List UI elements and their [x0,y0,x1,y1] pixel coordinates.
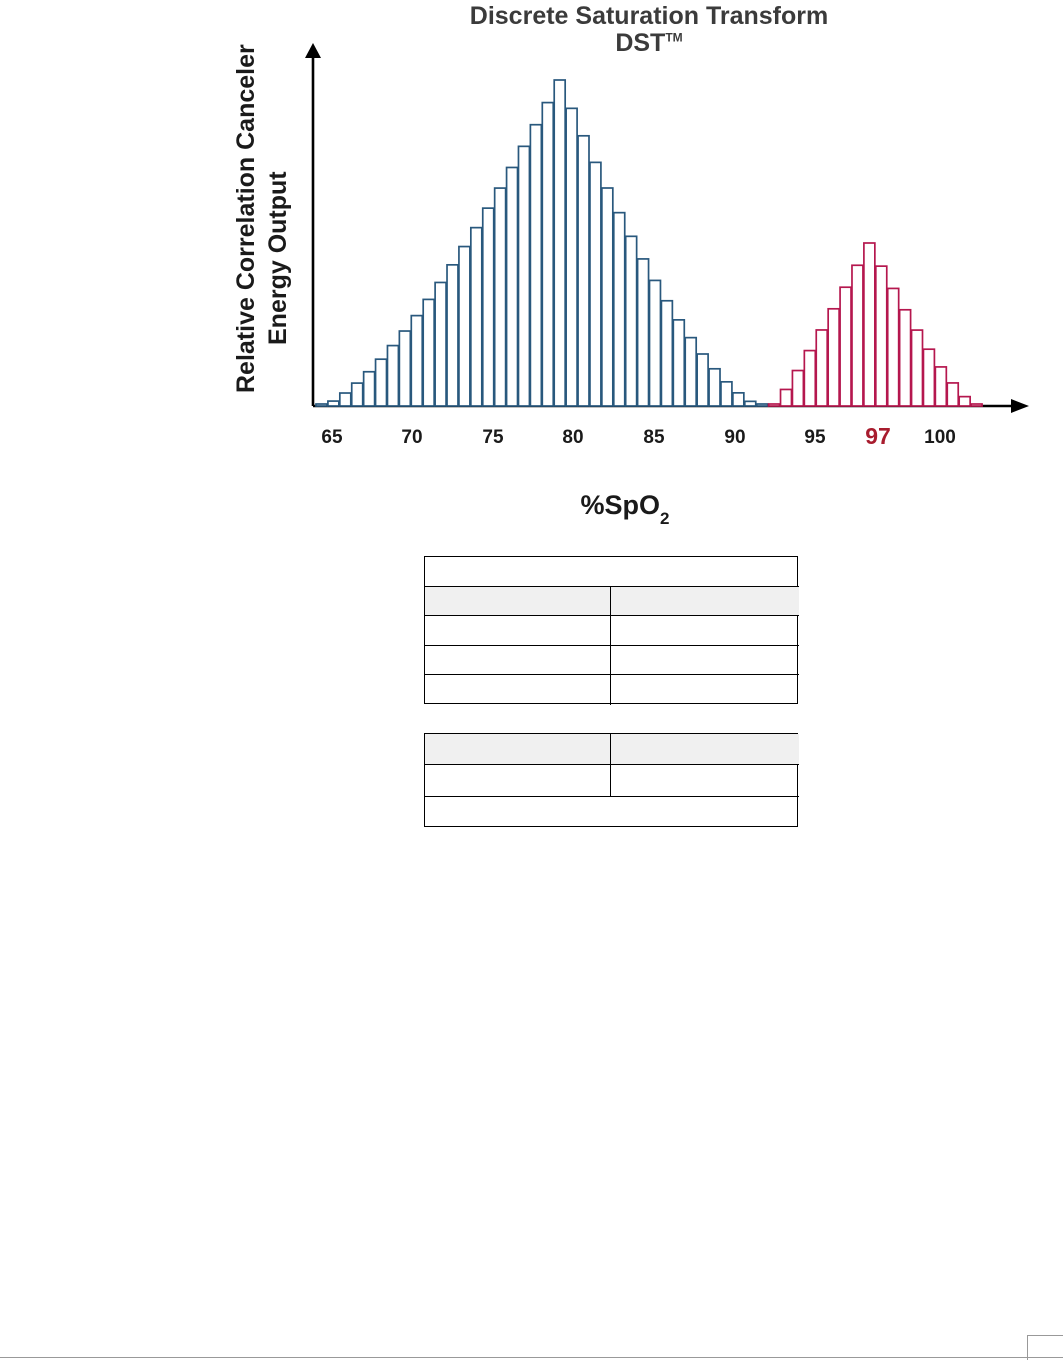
svg-text:85: 85 [643,427,665,448]
svg-text:75: 75 [482,427,504,448]
svg-text:65: 65 [321,427,343,448]
svg-text:80: 80 [562,427,583,448]
svg-text:95: 95 [804,427,826,448]
svg-text:97: 97 [865,423,891,449]
svg-text:%SpO2: %SpO2 [581,490,670,525]
svg-text:100: 100 [924,427,956,448]
svg-text:70: 70 [401,427,422,448]
svg-text:90: 90 [724,427,745,448]
